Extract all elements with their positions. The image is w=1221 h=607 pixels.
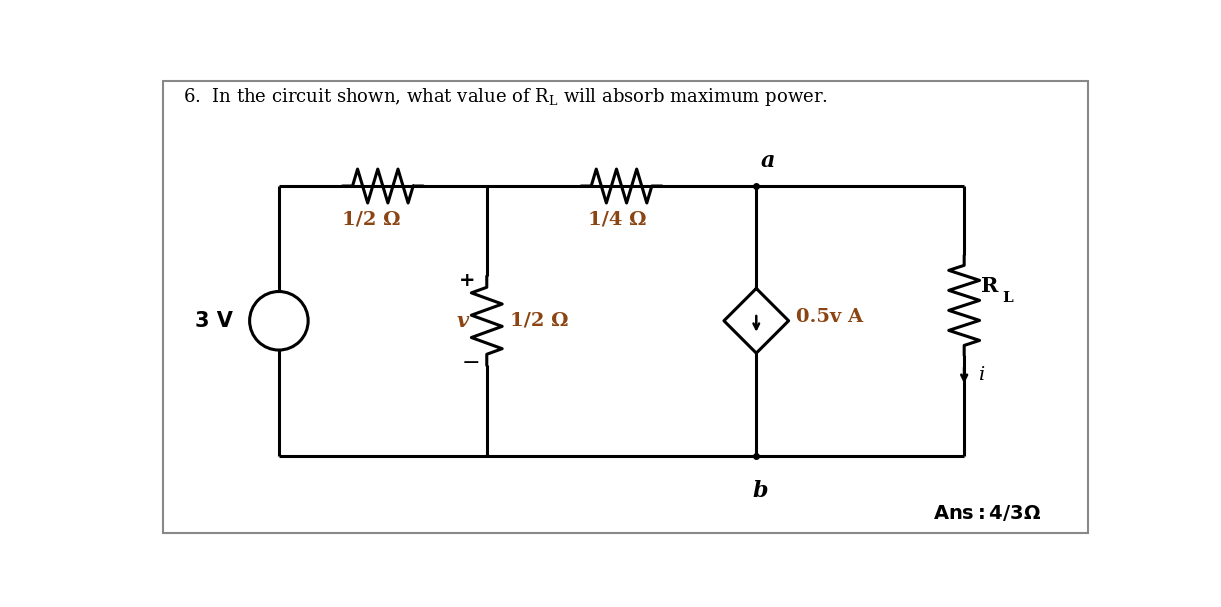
Text: R: R [982, 276, 999, 296]
Text: 1/4 Ω: 1/4 Ω [589, 211, 647, 229]
Text: $\bf{Ans: 4/3\Omega}$: $\bf{Ans: 4/3\Omega}$ [933, 503, 1042, 523]
Text: 6.  In the circuit shown, what value of $\mathregular{R_L}$ will absorb maximum : 6. In the circuit shown, what value of $… [183, 86, 828, 109]
Text: 1/2 Ω: 1/2 Ω [342, 211, 400, 229]
Text: +: + [459, 271, 476, 290]
Text: b: b [752, 480, 768, 502]
Text: L: L [1002, 291, 1013, 305]
Text: a: a [761, 150, 775, 172]
Text: 0.5v A: 0.5v A [796, 308, 863, 326]
Text: 3 V: 3 V [195, 311, 233, 331]
Text: 1/2 Ω: 1/2 Ω [510, 312, 569, 330]
Text: i: i [978, 367, 984, 384]
Text: −: − [462, 353, 481, 373]
Text: v: v [457, 311, 468, 331]
